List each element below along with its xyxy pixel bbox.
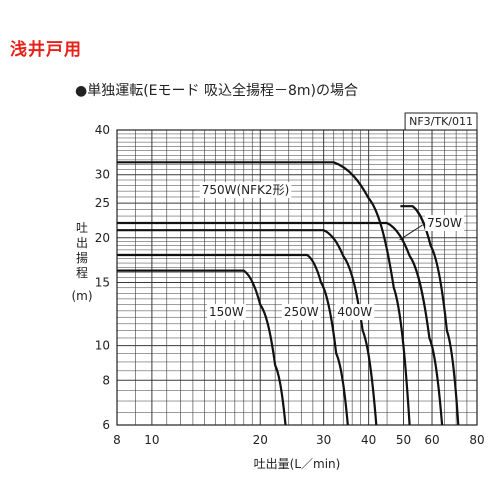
chart-subtitle: ●単独運転(Eモード 吸込全揚程－8m)の場合	[75, 83, 358, 99]
chart-code-box	[404, 112, 478, 131]
series-label: 150W	[209, 305, 244, 319]
y-tick-label: 20	[95, 231, 110, 245]
series-label-bg	[425, 214, 465, 231]
x-tick-label: 50	[396, 433, 411, 447]
x-tick-label: 40	[361, 433, 376, 447]
y-tick-label: 40	[95, 123, 110, 137]
series-line	[117, 221, 444, 426]
x-axis-label: 吐出量(L／min)	[254, 457, 341, 471]
page-heading: 浅井戸用	[10, 40, 82, 60]
x-tick-label: 60	[424, 433, 439, 447]
x-tick-label: 30	[316, 433, 331, 447]
y-tick-label: 15	[95, 276, 110, 290]
series-labels: 750W(NFK2形) 750W 150W 250W 400W	[199, 181, 465, 321]
series-line	[117, 269, 287, 426]
y-tick-label: 25	[95, 196, 110, 210]
series-label-bg	[199, 181, 292, 198]
series-label: 250W	[284, 305, 319, 319]
series-group	[117, 161, 460, 426]
chart-code: NF3/TK/011	[409, 115, 473, 128]
x-tick-label: 10	[144, 433, 159, 447]
grid	[116, 129, 478, 426]
series-label: 750W(NFK2形)	[202, 183, 290, 197]
series-label-bg	[335, 304, 375, 321]
series-label-bg	[281, 304, 321, 321]
x-tick-label: 8	[113, 433, 121, 447]
y-tick-label: 10	[95, 339, 110, 353]
y-tick-label: 6	[102, 418, 110, 432]
series-line	[117, 229, 378, 426]
series-label: 400W	[337, 305, 372, 319]
series-label-bg	[206, 304, 246, 321]
y-tick-label: 8	[102, 373, 110, 387]
y-tick-label: 30	[95, 168, 110, 182]
series-line	[117, 161, 411, 426]
plot-frame	[116, 129, 478, 426]
label-leader-line	[399, 224, 423, 241]
series-line	[400, 205, 460, 426]
x-tick-label: 80	[469, 433, 484, 447]
series-line	[117, 253, 349, 426]
x-tick-label: 20	[253, 433, 268, 447]
series-label: 750W	[427, 216, 462, 230]
y-axis-label: 吐出揚程(m)	[71, 221, 92, 303]
